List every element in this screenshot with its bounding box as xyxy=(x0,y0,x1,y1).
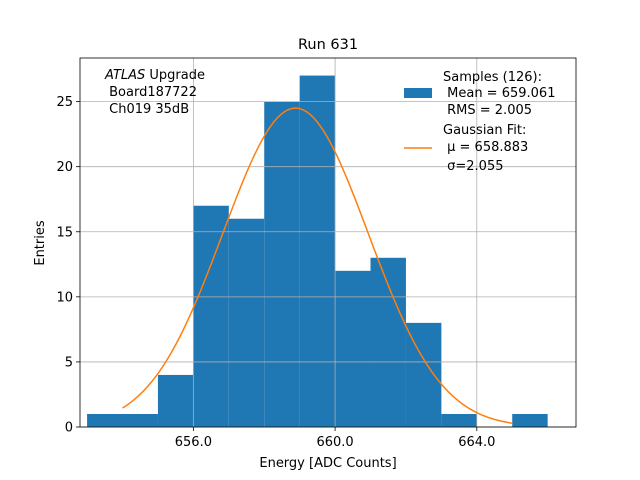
channel-label: Ch019 35dB xyxy=(105,102,189,117)
legend-samples-rms: RMS = 2.005 xyxy=(443,103,532,118)
board-label: Board187722 xyxy=(105,85,197,100)
histogram-bar xyxy=(228,218,265,427)
legend-fit-sigma: σ=2.055 xyxy=(443,159,503,174)
x-tick-label: 656.0 xyxy=(175,435,212,450)
histogram-bar xyxy=(405,322,442,427)
x-axis-label: Energy [ADC Counts] xyxy=(259,456,396,471)
x-axis-ticks: 656.0 660.0 664.0 xyxy=(175,427,495,450)
x-tick-label: 660.0 xyxy=(316,435,353,450)
histogram-bar xyxy=(512,413,548,427)
y-tick-label: 20 xyxy=(56,160,73,175)
legend: Samples (126): Mean = 659.061 RMS = 2.00… xyxy=(404,70,555,174)
atlas-annotation: ATLAS Upgrade Board187722 Ch019 35dB xyxy=(104,68,205,117)
histogram-bar xyxy=(299,75,336,428)
histogram-bar xyxy=(335,270,371,427)
legend-samples-title: Samples (126): xyxy=(443,70,542,85)
atlas-label: ATLAS xyxy=(104,68,145,83)
y-tick-label: 15 xyxy=(56,225,73,240)
legend-fit-mu: μ = 658.883 xyxy=(443,140,528,155)
gaussian-fit-curve xyxy=(122,107,513,424)
histogram-bar xyxy=(157,374,194,427)
y-axis-label: Entries xyxy=(33,220,48,266)
legend-samples-mean: Mean = 659.061 xyxy=(443,86,555,101)
legend-samples-swatch xyxy=(404,88,432,98)
x-tick-label: 664.0 xyxy=(458,435,495,450)
y-axis-ticks: 0 5 10 15 20 25 xyxy=(56,95,80,436)
y-tick-label: 0 xyxy=(65,421,73,436)
grid-lines xyxy=(80,58,576,428)
plot-frame xyxy=(79,57,577,428)
histogram-bars xyxy=(87,75,548,428)
y-tick-label: 25 xyxy=(56,95,73,110)
histogram-bar xyxy=(122,413,158,427)
histogram-bar xyxy=(370,257,406,427)
histogram-bar xyxy=(441,413,477,427)
legend-fit-title: Gaussian Fit: xyxy=(443,123,526,138)
histogram-bar xyxy=(264,101,300,427)
svg-text:ATLAS Upgrade: ATLAS Upgrade xyxy=(104,68,205,83)
upgrade-label: Upgrade xyxy=(145,68,205,83)
histogram-bar xyxy=(87,413,123,427)
y-tick-label: 10 xyxy=(56,290,73,305)
chart-title: Run 631 xyxy=(298,37,358,53)
histogram-bar xyxy=(193,205,229,427)
y-tick-label: 5 xyxy=(65,355,73,370)
